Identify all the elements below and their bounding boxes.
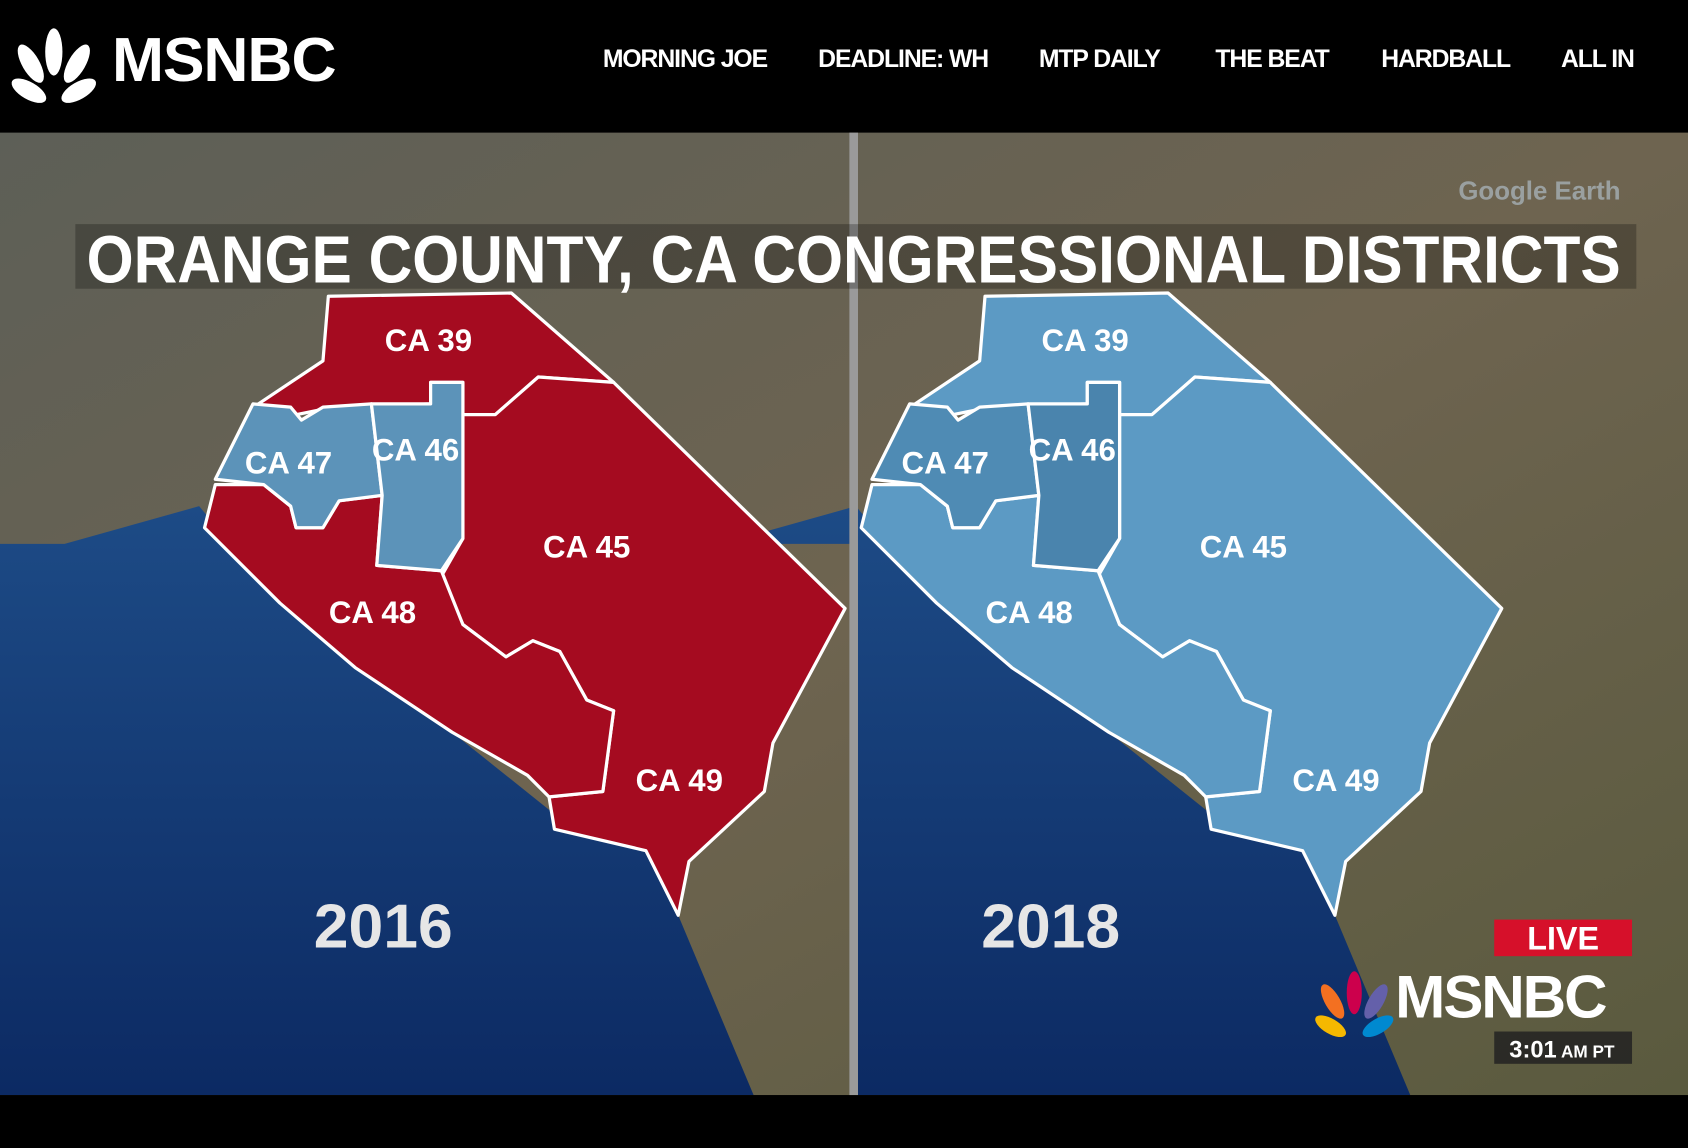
time-box (1494, 1031, 1633, 1064)
watermark: Google Earth (1458, 177, 1620, 205)
district-label: CA 39 (385, 323, 472, 358)
nav-link[interactable]: MTP DAILY (1039, 46, 1163, 73)
nav-link[interactable]: HARDBALL (1381, 46, 1512, 73)
peacock-logo (11, 28, 97, 103)
bug-peacock (1315, 971, 1394, 1038)
district-label: CA 45 (543, 529, 630, 564)
time-value: 3:01 (1509, 1037, 1556, 1063)
nav-link[interactable]: ALL IN (1561, 46, 1635, 73)
title-band (75, 224, 1637, 289)
nav-link[interactable]: MORNING JOE (603, 46, 769, 73)
ocean (721, 506, 1411, 1096)
nav-link[interactable]: DEADLINE: WH (818, 46, 989, 73)
nav-link[interactable]: THE BEAT (1215, 46, 1330, 73)
district-label: CA 46 (1029, 433, 1116, 468)
year-label: 2018 (981, 892, 1120, 962)
header (0, 0, 1688, 133)
district (369, 380, 465, 573)
site-logo[interactable]: MSNBC (112, 25, 337, 95)
district-labels-2016: CA 39 CA 47 CA 46 CA 45 CA 48 CA 49 (245, 323, 723, 798)
video-frame: Google Earth ORANGE COUNTY, CA CONGRESSI… (0, 132, 1688, 1096)
district (1026, 380, 1122, 573)
district-labels-2018: CA 39 CA 47 CA 46 CA 45 CA 48 CA 49 (902, 323, 1380, 798)
district-label: CA 48 (329, 595, 416, 630)
ocean (0, 506, 754, 1096)
district-label: CA 49 (636, 763, 723, 798)
district-label: CA 49 (1292, 763, 1379, 798)
divider (849, 132, 858, 1096)
year-label: 2016 (314, 892, 453, 962)
live-badge (1494, 919, 1633, 957)
time-suffix: AM PT (1561, 1041, 1615, 1061)
district-map-2016 (202, 291, 847, 917)
time: 3:01 AM PT (1509, 1037, 1615, 1063)
bug-logo: MSNBC (1395, 963, 1606, 1031)
district-label: CA 45 (1200, 529, 1287, 564)
district-map-2018 (859, 291, 1504, 917)
district-label: CA 47 (245, 446, 332, 481)
district-label: CA 39 (1041, 323, 1128, 358)
live-text: LIVE (1527, 921, 1599, 957)
district-label: CA 48 (986, 595, 1073, 630)
district-label: CA 46 (372, 433, 459, 468)
video-title: ORANGE COUNTY, CA CONGRESSIONAL DISTRICT… (87, 223, 1621, 297)
district-label: CA 47 (902, 446, 989, 481)
